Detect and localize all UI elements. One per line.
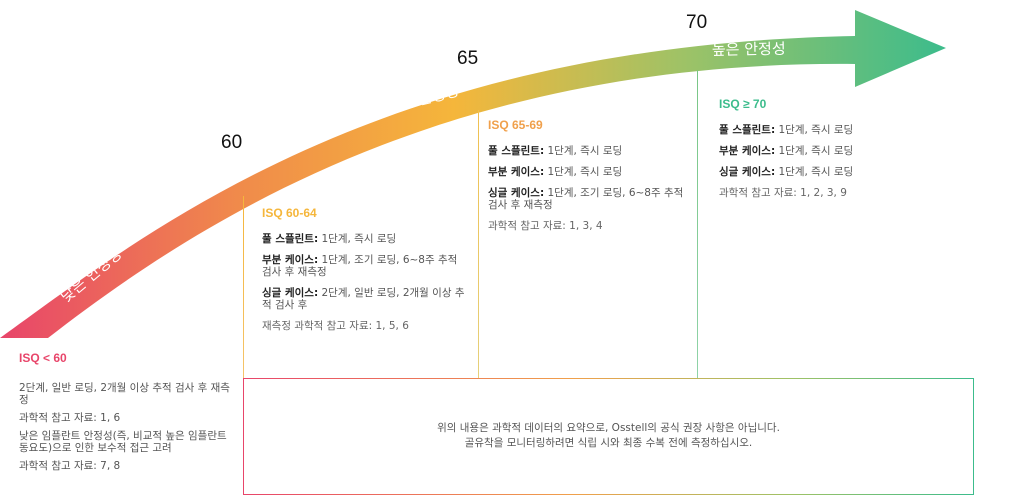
row-text: 2단계, 일반 로딩, 2개월 이상 추적 검사 후 [262,287,465,311]
column-ref: 과학적 참고 자료: 7, 8 [19,460,121,472]
column-header: ISQ < 60 [19,351,67,365]
row-text: 1단계, 즉시 로딩 [544,166,623,178]
disclaimer-text: 위의 내용은 과학적 데이터의 요약으로, Osstell의 공식 권장 사항은… [244,421,973,451]
column-row: 부분 케이스: 1단계, 즉시 로딩 [719,145,959,157]
column-row: 부분 케이스: 1단계, 조기 로딩, 6~8주 추적 검사 후 재측정 [262,254,467,278]
column-text: 낮은 임플란트 안정성(즉, 비교적 높은 임플란트 동요도)으로 인한 보수적… [19,430,227,454]
row-text: 1단계, 즉시 로딩 [544,145,623,157]
column-row: 싱글 케이스: 2단계, 일반 로딩, 2개월 이상 추적 검사 후 [262,287,467,311]
column-isq-low: ISQ < 60 2단계, 일반 로딩, 2개월 이상 추적 검사 후 재측정 … [19,352,234,481]
column-row: 싱글 케이스: 1단계, 조기 로딩, 6~8주 추적 검사 후 재측정 [488,187,693,211]
divider-65 [478,110,479,378]
tick-60: 60 [221,132,243,153]
row-label: 싱글 케이스: [488,187,545,199]
tick-65: 65 [457,48,479,69]
row-label: 부분 케이스: [262,254,319,266]
column-text: 2단계, 일반 로딩, 2개월 이상 추적 검사 후 재측정 [19,382,230,406]
row-text: 1단계, 즉시 로딩 [318,233,397,245]
column-row: 풀 스플린트: 1단계, 즉시 로딩 [719,124,959,136]
divider-60 [243,196,244,378]
column-ref: 과학적 참고 자료: 1, 2, 3, 9 [719,187,847,199]
tick-70: 70 [686,12,708,33]
column-ref: 과학적 참고 자료: 1, 3, 4 [488,220,603,232]
row-text: 1단계, 즉시 로딩 [775,145,854,157]
column-row: 부분 케이스: 1단계, 즉시 로딩 [488,166,693,178]
arrow-label-high: 높은 안정성 [712,40,786,59]
row-label: 풀 스플린트: [719,124,776,136]
column-row: 싱글 케이스: 1단계, 즉시 로딩 [719,166,959,178]
column-isq-60-64: ISQ 60-64 풀 스플린트: 1단계, 즉시 로딩 부분 케이스: 1단계… [262,207,467,332]
column-isq-high: ISQ ≥ 70 풀 스플린트: 1단계, 즉시 로딩 부분 케이스: 1단계,… [719,98,959,199]
column-header: ISQ 65-69 [488,118,543,132]
column-ref: 재측정 과학적 참고 자료: 1, 5, 6 [262,320,409,332]
column-ref: 과학적 참고 자료: 1, 6 [19,412,121,424]
disclaimer-line-1: 위의 내용은 과학적 데이터의 요약으로, Osstell의 공식 권장 사항은… [437,422,780,434]
disclaimer-box: 위의 내용은 과학적 데이터의 요약으로, Osstell의 공식 권장 사항은… [243,378,974,495]
column-row: 풀 스플린트: 1단계, 즉시 로딩 [488,145,693,157]
arrow-body [0,10,946,338]
row-label: 부분 케이스: [719,145,776,157]
row-text: 1단계, 즉시 로딩 [775,124,854,136]
row-label: 싱글 케이스: [719,166,776,178]
row-label: 풀 스플린트: [488,145,545,157]
row-text: 1단계, 조기 로딩, 6~8주 추적 검사 후 재측정 [488,187,684,211]
row-label: 부분 케이스: [488,166,545,178]
column-isq-65-69: ISQ 65-69 풀 스플린트: 1단계, 즉시 로딩 부분 케이스: 1단계… [488,119,693,232]
column-header: ISQ 60-64 [262,206,317,220]
column-row: 풀 스플린트: 1단계, 즉시 로딩 [262,233,467,245]
disclaimer-line-2: 골유착을 모니터링하려면 식립 시와 최종 수복 전에 측정하십시오. [464,437,753,449]
row-text: 1단계, 즉시 로딩 [775,166,854,178]
row-label: 풀 스플린트: [262,233,319,245]
row-text: 1단계, 조기 로딩, 6~8주 추적 검사 후 재측정 [262,254,458,278]
divider-70 [697,70,698,378]
row-label: 싱글 케이스: [262,287,319,299]
column-header: ISQ ≥ 70 [719,97,767,111]
